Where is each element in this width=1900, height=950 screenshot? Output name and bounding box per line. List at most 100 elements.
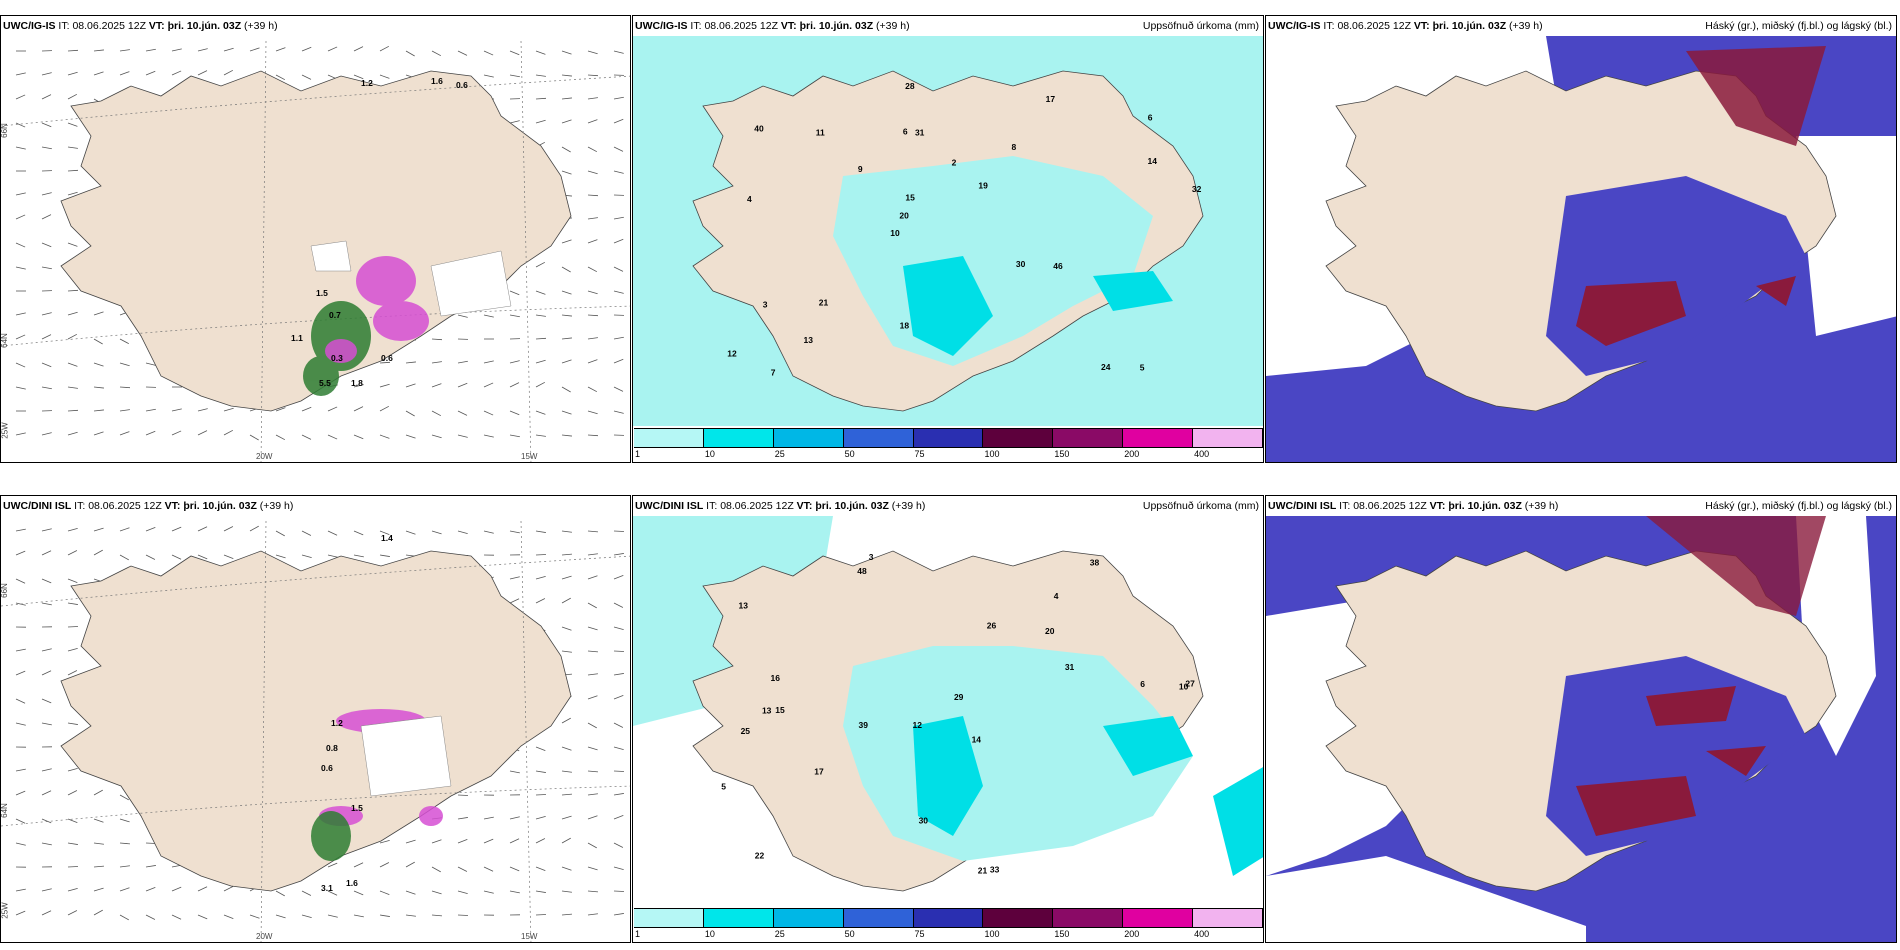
- wind-barb: [93, 527, 104, 532]
- wind-barb: [431, 890, 442, 895]
- wind-barb: [613, 673, 624, 676]
- wind-barb: [483, 314, 494, 318]
- wind-barb: [561, 359, 572, 364]
- wind-barb: [431, 383, 442, 388]
- wind-barb: [535, 576, 546, 580]
- wind-barb: [145, 887, 156, 892]
- wind-barb: [613, 118, 624, 124]
- wind-barb: [587, 866, 598, 871]
- precip-value: 33: [990, 864, 1000, 874]
- wind-barb: [67, 648, 78, 652]
- wind-barb: [145, 554, 156, 560]
- wind-barb: [457, 914, 469, 916]
- wind-barb: [535, 119, 546, 124]
- wind-barb: [353, 434, 364, 440]
- wind-barb: [15, 888, 26, 892]
- precip-value: 14: [1147, 156, 1157, 166]
- wind-barb: [119, 818, 130, 823]
- wind-barb: [93, 386, 104, 389]
- wind-barb: [561, 717, 571, 724]
- wind-barb: [275, 47, 286, 52]
- wind-barb: [405, 383, 416, 388]
- wind-barb: [431, 361, 442, 364]
- wind-barb: [93, 49, 104, 52]
- wind-barb: [41, 386, 52, 390]
- wind-barb: [587, 146, 598, 153]
- lon-label: 15W: [521, 932, 538, 941]
- wind-barb: [587, 913, 598, 916]
- wind-barb: [275, 890, 285, 897]
- wind-value: 1.5: [351, 803, 363, 813]
- wind-barb: [145, 865, 156, 868]
- wind-barb: [15, 214, 26, 220]
- wind-barb: [327, 890, 338, 896]
- wind-barb: [613, 358, 624, 364]
- wind-barb: [509, 290, 520, 296]
- panel-variable: Háský (gr.), miðský (fj.bl.) og lágský (…: [1705, 20, 1892, 32]
- wind-barb: [67, 910, 78, 916]
- precip-value: 28: [905, 81, 915, 91]
- wind-barb: [93, 865, 104, 868]
- wind-barb: [587, 673, 598, 676]
- wind-barb: [119, 794, 129, 801]
- panel-dini-precip: UWC/DINI ISL IT: 08.06.2025 12Z VT: þri.…: [632, 495, 1264, 943]
- wind-barb: [587, 74, 599, 77]
- wind-barb: [509, 770, 520, 774]
- wind-barb: [67, 578, 78, 583]
- wind-barb: [457, 314, 468, 318]
- wind-barb: [561, 50, 572, 55]
- wind-barb: [353, 862, 364, 868]
- wind-barb: [587, 217, 598, 220]
- wind-value: 5.5: [319, 378, 331, 388]
- wind-barb: [587, 626, 598, 631]
- wind-barb: [535, 890, 546, 893]
- precip-value: 15: [905, 193, 915, 203]
- wind-barb: [613, 290, 624, 294]
- wind-barb: [67, 768, 78, 772]
- wind-barb: [67, 528, 78, 532]
- precip-value: 39: [858, 720, 868, 730]
- colorbar-label: 100: [984, 449, 1000, 459]
- wind-barb: [431, 50, 442, 57]
- wind-barb: [275, 407, 286, 412]
- wind-barb: [119, 386, 131, 389]
- wind-barb: [41, 818, 52, 824]
- precip-value: 14: [972, 735, 982, 745]
- colorbar-segment: [1123, 909, 1194, 927]
- panel-dini-wind: UWC/DINI ISL IT: 08.06.2025 12Z VT: þri.…: [0, 495, 631, 943]
- precip-value: 3: [869, 552, 874, 562]
- wind-barb: [613, 695, 624, 700]
- gridlines: [1, 40, 630, 462]
- wind-barb: [561, 793, 572, 796]
- precip-value: 19: [978, 181, 988, 191]
- white-hatched-area: [310, 240, 512, 317]
- wind-barb: [405, 361, 416, 364]
- wind-barb: [613, 842, 624, 848]
- cloud-red: [1686, 46, 1826, 146]
- wind-barb: [93, 338, 103, 345]
- wind-barb: [509, 410, 520, 416]
- wind-barb: [561, 337, 572, 340]
- wind-barb: [41, 122, 52, 128]
- wind-barb: [275, 434, 286, 441]
- wind-barb: [509, 120, 520, 124]
- wind-barb: [93, 362, 104, 367]
- precip-value: 25: [741, 726, 751, 736]
- colorbar-label: 200: [1124, 929, 1140, 939]
- wind-barb: [379, 890, 390, 895]
- wind-value: 0.3: [331, 353, 343, 363]
- wind-barb: [41, 94, 52, 100]
- wind-barb: [327, 862, 338, 868]
- wind-value: 0.6: [381, 353, 393, 363]
- wind-barb: [379, 862, 390, 868]
- wind-barb: [535, 97, 547, 100]
- precip-value: 12: [913, 720, 923, 730]
- colorbar-label: 25: [774, 449, 785, 459]
- wind-barb: [249, 47, 260, 52]
- wind-barb: [67, 670, 78, 676]
- wind-barb: [613, 770, 625, 772]
- colorbar-label: 50: [844, 449, 855, 459]
- wind-barb: [613, 815, 624, 820]
- panel-variable: Háský (gr.), miðský (fj.bl.) og lágský (…: [1705, 500, 1892, 512]
- wind-barb: [613, 146, 624, 152]
